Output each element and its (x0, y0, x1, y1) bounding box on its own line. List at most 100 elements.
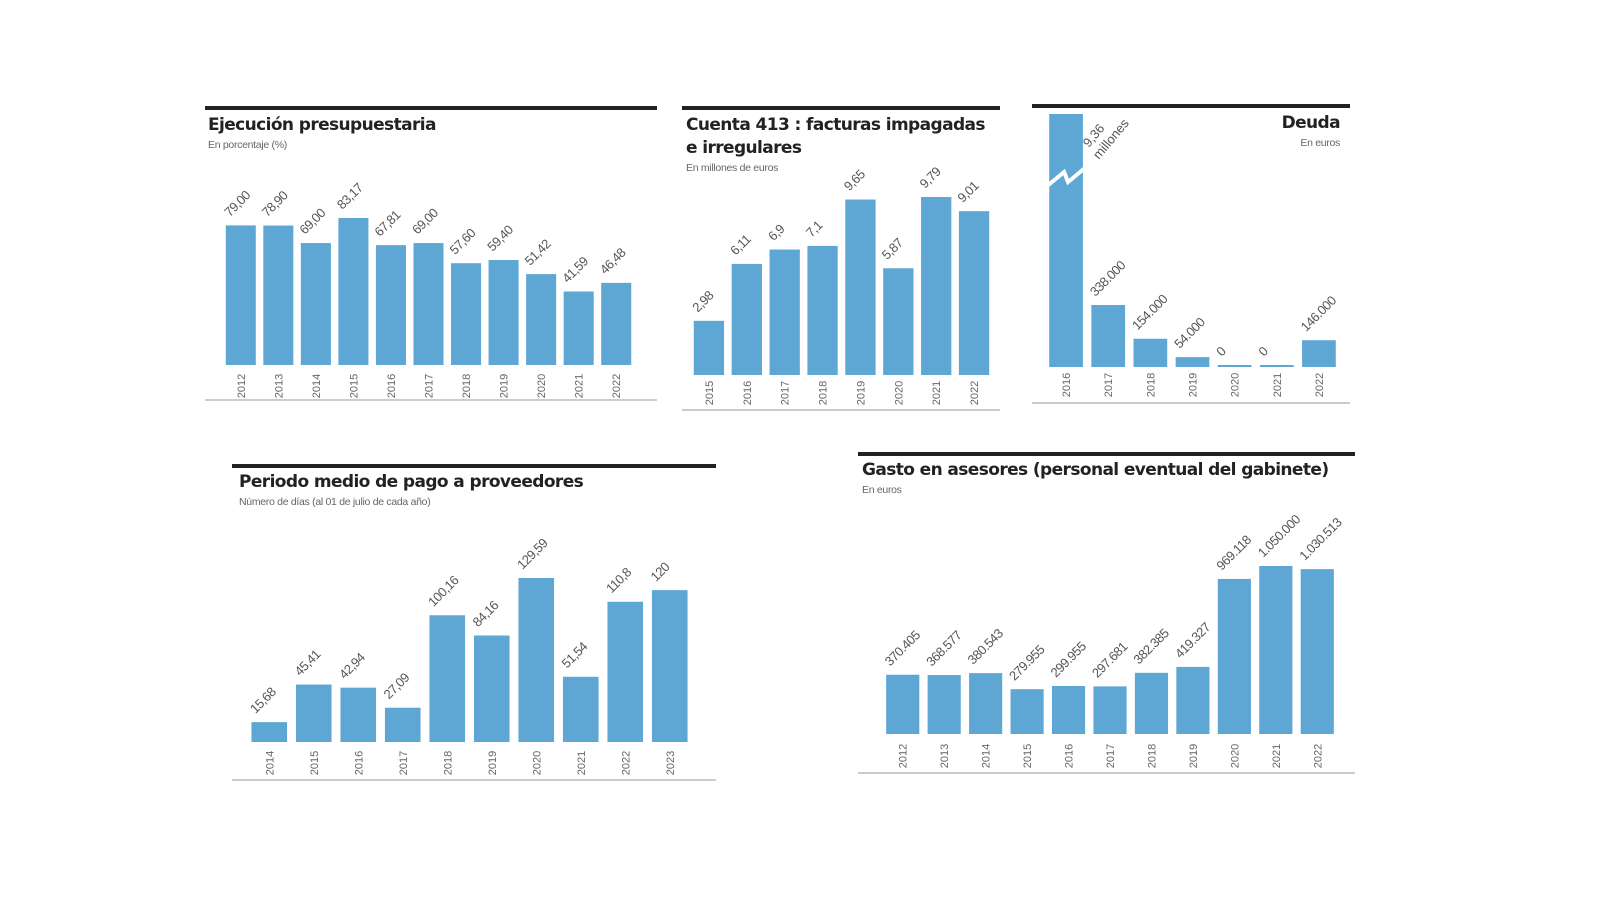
year-tick-label: 2018 (818, 381, 830, 405)
bar-2021 (562, 676, 599, 742)
year-tick-label: 2018 (1146, 744, 1158, 768)
year-tick-label: 2013 (273, 374, 285, 398)
value-label: 100,16 (425, 573, 462, 610)
bar-2013 (263, 225, 294, 365)
chart-periodo-header: Periodo medio de pago a proveedores Núme… (239, 471, 584, 508)
year-tick-label: 2020 (531, 751, 543, 775)
bar-2019 (845, 199, 876, 375)
year-tick-label: 2017 (398, 751, 410, 775)
year-tick-label: 2017 (424, 374, 436, 398)
chart-title: Gasto en asesores (personal eventual del… (862, 460, 1329, 480)
bar-2023 (651, 590, 688, 742)
year-tick-label: 2016 (353, 751, 365, 775)
year-tick-label: 2019 (1188, 744, 1200, 768)
bar-2012 (886, 674, 920, 734)
year-tick-label: 2013 (939, 744, 951, 768)
bar-2017 (769, 249, 800, 375)
year-tick-label: 2019 (855, 381, 867, 405)
value-label: 120 (647, 559, 672, 584)
year-tick-label: 2022 (1312, 744, 1324, 768)
bar-2021 (921, 197, 952, 375)
bar-2016 (375, 245, 406, 365)
bar-2014 (251, 722, 288, 742)
year-tick-label: 2015 (704, 381, 716, 405)
year-tick-label: 2016 (1064, 744, 1076, 768)
value-label: 83,17 (334, 180, 366, 212)
value-label: 67,81 (371, 207, 403, 239)
year-tick-label: 2015 (309, 751, 321, 775)
value-label: 1.030.513 (1296, 515, 1345, 564)
value-label: 9,65 (841, 166, 868, 193)
value-label: 9,01 (954, 178, 981, 205)
chart-top-rule (1032, 104, 1350, 108)
value-label: 6,11 (727, 231, 754, 258)
chart-deuda-header: Deuda En euros (1282, 112, 1341, 149)
bar-2014 (969, 673, 1003, 734)
chart-subtitle: En millones de euros (686, 162, 779, 174)
year-tick-label: 2015 (348, 374, 360, 398)
year-tick-label: 2016 (386, 374, 398, 398)
value-label: 380.543 (965, 626, 1007, 668)
year-tick-label: 2021 (931, 381, 943, 405)
bar-2022 (607, 601, 644, 742)
value-label: 146.000 (1298, 293, 1340, 335)
year-tick-label: 2015 (1022, 744, 1034, 768)
chart-title: Cuenta 413 : facturas impagadas e irregu… (686, 115, 986, 158)
bar-2017 (413, 243, 444, 365)
year-tick-label: 2022 (611, 374, 623, 398)
value-label: 69,00 (409, 205, 441, 237)
year-tick-label: 2014 (981, 744, 993, 768)
bar-2015 (295, 684, 332, 742)
value-label: 15,68 (247, 684, 279, 716)
value-label: 51,42 (522, 236, 554, 268)
value-label: 51,54 (558, 639, 590, 671)
bar-2018 (1134, 672, 1169, 734)
chart-top-rule (858, 452, 1355, 456)
chart-title: Ejecución presupuestaria (208, 115, 436, 135)
bar-2018 (451, 263, 482, 365)
bar-2020 (526, 274, 557, 365)
bar-2020 (1217, 578, 1251, 734)
value-label: 969.118 (1213, 532, 1254, 573)
year-tick-label: 2012 (236, 374, 248, 398)
year-tick-label: 2012 (898, 744, 910, 768)
bar-2017 (384, 707, 421, 742)
bar-2021 (1259, 566, 1293, 734)
year-tick-label: 2018 (461, 374, 473, 398)
value-label: 69,00 (296, 205, 328, 237)
year-tick-label: 2021 (1272, 373, 1284, 397)
year-tick-label: 2020 (893, 381, 905, 405)
axis-break-icon (1045, 166, 1087, 188)
value-label: 299.955 (1047, 639, 1089, 681)
year-tick-label: 2014 (264, 751, 276, 775)
bar-2022 (958, 211, 990, 375)
chart-cuenta413-header: Cuenta 413 : facturas impagadas e irregu… (686, 114, 986, 174)
chart-title: Periodo medio de pago a proveedores (239, 472, 584, 492)
bar-2016 (340, 687, 377, 742)
bar-2014 (300, 243, 331, 365)
value-label: 9,79 (917, 164, 944, 191)
year-tick-label: 2018 (442, 751, 454, 775)
year-tick-label: 2020 (1230, 373, 1242, 397)
chart-subtitle: En porcentaje (%) (208, 139, 287, 151)
year-tick-label: 2016 (1061, 373, 1073, 397)
year-tick-label: 2017 (1103, 373, 1115, 397)
bar-2019 (1176, 666, 1210, 734)
value-label: 382.385 (1130, 625, 1172, 667)
bar-2016 (1051, 686, 1086, 734)
chart-top-rule (682, 106, 1000, 110)
value-label: 59,40 (484, 222, 516, 254)
year-tick-label: 2019 (499, 374, 511, 398)
bar-2015 (338, 218, 369, 365)
value-label: 6,9 (765, 221, 788, 244)
bar-2012 (225, 225, 256, 365)
value-label: 0 (1255, 344, 1271, 360)
value-label: 57,60 (447, 225, 479, 257)
bar-2019 (473, 635, 510, 742)
bar-2019 (488, 260, 519, 365)
value-label: 419.327 (1172, 619, 1214, 661)
bar-2020 (883, 268, 914, 375)
bar-2020 (518, 578, 555, 742)
chart-subtitle: En euros (1300, 137, 1340, 149)
year-tick-label: 2022 (620, 751, 632, 775)
